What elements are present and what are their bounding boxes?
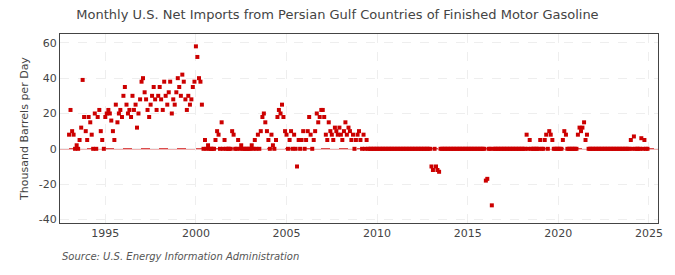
svg-text:2000: 2000 [182, 227, 210, 240]
svg-text:1995: 1995 [91, 227, 119, 240]
svg-text:40: 40 [43, 72, 57, 85]
svg-text:Source: U.S. Energy Informatio: Source: U.S. Energy Information Administ… [62, 251, 299, 262]
svg-text:20: 20 [43, 107, 57, 120]
svg-text:2020: 2020 [544, 227, 572, 240]
svg-text:Monthly U.S. Net Imports from: Monthly U.S. Net Imports from Persian Gu… [76, 7, 598, 22]
svg-text:0: 0 [50, 143, 57, 156]
svg-text:-40: -40 [39, 213, 57, 226]
svg-text:-20: -20 [39, 178, 57, 191]
svg-text:2025: 2025 [635, 227, 663, 240]
svg-text:Thousand Barrels per Day: Thousand Barrels per Day [18, 57, 31, 201]
svg-text:60: 60 [43, 37, 57, 50]
svg-text:2015: 2015 [454, 227, 482, 240]
svg-text:2005: 2005 [273, 227, 301, 240]
svg-text:2010: 2010 [363, 227, 391, 240]
